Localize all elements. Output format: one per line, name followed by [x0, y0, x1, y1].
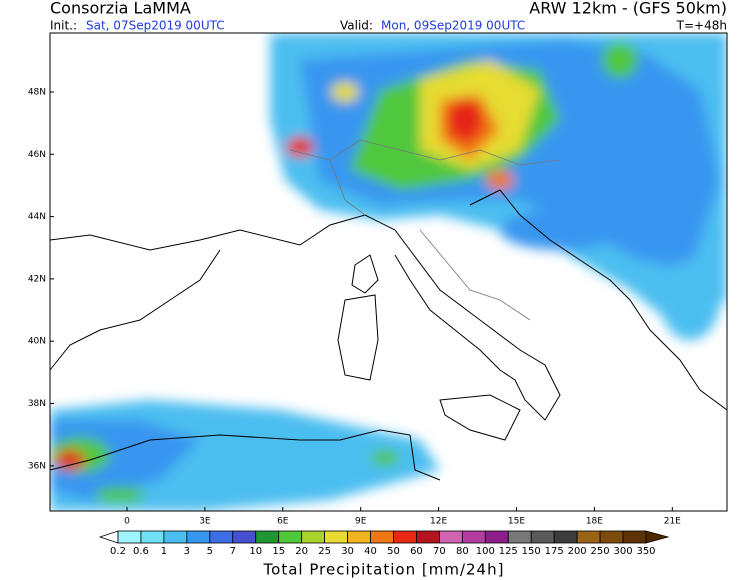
map-frame [49, 32, 728, 512]
colorbar-label: 50 [387, 546, 400, 557]
colorbar-label: 25 [318, 546, 331, 557]
colorbar-box [438, 530, 463, 544]
colorbar-label: 1 [161, 546, 167, 557]
coastline-corsica [351, 254, 379, 294]
lat-label: 38N [28, 399, 46, 409]
colorbar-box [255, 530, 280, 544]
colorbar-box [301, 530, 326, 544]
colorbar-box [416, 530, 440, 544]
colorbar-label: 60 [410, 546, 423, 557]
colorbar-box [209, 530, 234, 544]
colorbar-label: 15 [272, 546, 285, 557]
colorbar-box [347, 530, 371, 544]
coastline-sicily [439, 394, 521, 441]
coastline-adriatic [469, 189, 727, 411]
precipitation-field [50, 33, 727, 511]
colorbar-box [186, 530, 211, 544]
colorbar-box [393, 530, 417, 544]
lon-label: 15E [508, 517, 525, 527]
lat-label: 46N [28, 150, 46, 160]
colorbar-arrow-right [645, 530, 670, 544]
valid-date: Mon, 09Sep2019 00UTC [381, 19, 525, 33]
colorbar-label: 0.6 [133, 546, 149, 557]
coastline-africa [50, 429, 441, 481]
lat-label: 36N [28, 461, 46, 471]
colorbar-label: 20 [295, 546, 308, 557]
colorbar-box [576, 530, 601, 544]
colorbar-label: 100 [476, 546, 495, 557]
colorbar-box [553, 530, 578, 544]
colorbar-box [461, 530, 486, 544]
colorbar-box [163, 530, 188, 544]
lon-label: 21E [664, 517, 681, 527]
lat-label: 48N [28, 88, 46, 98]
colorbar-arrow-left [98, 530, 119, 544]
colorbar-box [599, 530, 624, 544]
coastline-sardinia [337, 294, 379, 381]
colorbar-label: 150 [522, 546, 541, 557]
lon-label: 6E [277, 517, 289, 527]
colorbar-box [530, 530, 555, 544]
colorbar-label: 125 [499, 546, 518, 557]
valid-label: Valid: [340, 19, 373, 33]
country-borders [289, 139, 561, 321]
colorbar-label: 200 [568, 546, 587, 557]
colorbar-box [324, 530, 348, 544]
colorbar-label: 80 [456, 546, 469, 557]
colorbar-label: 175 [545, 546, 564, 557]
lon-label: 9E [355, 517, 367, 527]
lat-label: 40N [28, 337, 46, 347]
coastline-iberia [50, 249, 221, 371]
colorbar-label: 40 [364, 546, 377, 557]
colorbar-box [370, 530, 394, 544]
colorbar-label: 30 [341, 546, 354, 557]
lon-label: 0 [124, 517, 130, 527]
colorbar-label: 70 [433, 546, 446, 557]
lon-label: 18E [586, 517, 603, 527]
colorbar-box [484, 530, 509, 544]
colorbar-label: 0.2 [110, 546, 126, 557]
coastline-europe [50, 214, 561, 421]
colorbar-label: 7 [230, 546, 236, 557]
colorbar-label: 250 [591, 546, 610, 557]
colorbar-label: 300 [613, 546, 632, 557]
forecast-step: T=+48h [676, 19, 727, 33]
lat-label: 44N [28, 212, 46, 222]
colorbar-label: 10 [249, 546, 262, 557]
lon-label: 12E [430, 517, 447, 527]
legend-title: Total Precipitation [mm/24h] [263, 561, 505, 579]
colorbar-box [117, 530, 142, 544]
title: Consorzia LaMMA [50, 0, 191, 18]
init-date: Sat, 07Sep2019 00UTC [86, 19, 225, 33]
colorbar-box [507, 530, 532, 544]
model: ARW 12km - (GFS 50km) [529, 0, 727, 18]
colorbar-label: 3 [184, 546, 190, 557]
colorbar-box [622, 530, 647, 544]
colorbar-label: 350 [636, 546, 655, 557]
lat-label: 42N [28, 274, 46, 284]
init-label: Init.: [50, 19, 77, 33]
colorbar-box [140, 530, 165, 544]
colorbar-box [232, 530, 257, 544]
map-area [50, 33, 727, 511]
colorbar-label: 5 [207, 546, 213, 557]
lon-label: 3E [199, 517, 211, 527]
colorbar-box [278, 530, 303, 544]
